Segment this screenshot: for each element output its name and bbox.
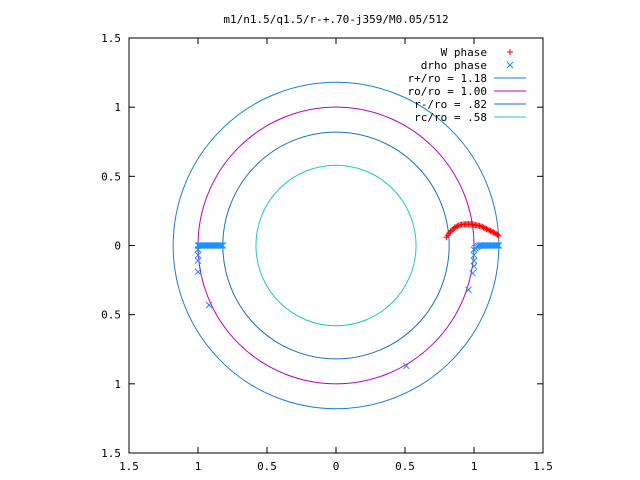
w-phase-point bbox=[487, 227, 494, 234]
drho-phase-point bbox=[494, 242, 501, 249]
w-phase-point bbox=[486, 227, 493, 234]
y-tick-label: 1 bbox=[114, 378, 121, 391]
w-phase-point bbox=[454, 223, 461, 230]
drho-phase-point bbox=[216, 242, 224, 249]
y-tick-label: 0 bbox=[114, 240, 121, 253]
legend-label: r-/ro = .82 bbox=[414, 98, 487, 111]
y-tick-label: 0.5 bbox=[101, 170, 121, 183]
axis-ticks: 1.5 1 0.5 0 0.5 1 1.51.510.500.511.5 bbox=[101, 32, 553, 473]
x-tick-label: 0.5 bbox=[257, 460, 277, 473]
drho-phase-point bbox=[194, 251, 202, 259]
w-phase-point bbox=[495, 232, 502, 239]
drho-phase-point bbox=[219, 242, 227, 249]
y-tick-label: 1.5 bbox=[101, 447, 121, 460]
x-tick-label: 1.5 bbox=[533, 460, 553, 473]
y-tick-label: 1 bbox=[114, 101, 121, 114]
w-phase-point bbox=[490, 229, 497, 236]
w-phase-point bbox=[494, 231, 501, 238]
w-phase-point bbox=[488, 228, 495, 235]
w-phase-point bbox=[448, 227, 455, 234]
chart-title: m1/n1.5/q1.5/r-+.70-j359/M0.05/512 bbox=[223, 13, 448, 26]
legend-label: r+/ro = 1.18 bbox=[408, 72, 487, 85]
x-tick-label: 0 bbox=[333, 460, 340, 473]
legend-marker bbox=[506, 61, 514, 69]
x-tick-label: 1.5 bbox=[119, 460, 139, 473]
w-phase-point bbox=[453, 223, 460, 230]
drho-phase-point bbox=[205, 301, 213, 309]
w-phase-point bbox=[482, 225, 489, 232]
drho-phase-point bbox=[194, 246, 202, 254]
legend-label: drho phase bbox=[421, 59, 487, 72]
w-phase-point bbox=[480, 224, 487, 231]
x-tick-label: 1 bbox=[195, 460, 202, 473]
x-tick-label: 0.5 bbox=[395, 460, 415, 473]
drho-phase-point bbox=[194, 257, 202, 265]
x-tick-label: 1 bbox=[471, 460, 478, 473]
w-phase-point bbox=[451, 224, 458, 231]
drho-phase-point bbox=[495, 242, 503, 249]
w-phase-point bbox=[446, 230, 453, 237]
legend-marker bbox=[507, 49, 513, 55]
y-tick-label: 0.5 bbox=[101, 309, 121, 322]
w-phase-point bbox=[447, 228, 454, 235]
data-points bbox=[194, 221, 503, 370]
drho-phase-point bbox=[218, 242, 225, 249]
legend-label: ro/ro = 1.00 bbox=[408, 85, 487, 98]
w-phase-point bbox=[483, 225, 490, 232]
w-phase-point bbox=[479, 223, 486, 230]
w-phase-point bbox=[484, 226, 491, 233]
drho-phase-point bbox=[470, 262, 478, 270]
drho-phase-point bbox=[470, 251, 478, 259]
drho-phase-point bbox=[470, 257, 478, 265]
drho-phase-point bbox=[403, 362, 410, 370]
y-tick-label: 1.5 bbox=[101, 32, 121, 45]
legend-label: rc/ro = .58 bbox=[414, 111, 487, 124]
drho-phase-point bbox=[465, 286, 472, 294]
drho-phase-point bbox=[469, 269, 476, 277]
drho-phase-point bbox=[194, 268, 202, 276]
legend-label: W phase bbox=[441, 46, 487, 59]
circle-rc-curve bbox=[255, 164, 417, 327]
drho-phase-point bbox=[492, 242, 500, 249]
w-phase-point bbox=[476, 222, 483, 229]
